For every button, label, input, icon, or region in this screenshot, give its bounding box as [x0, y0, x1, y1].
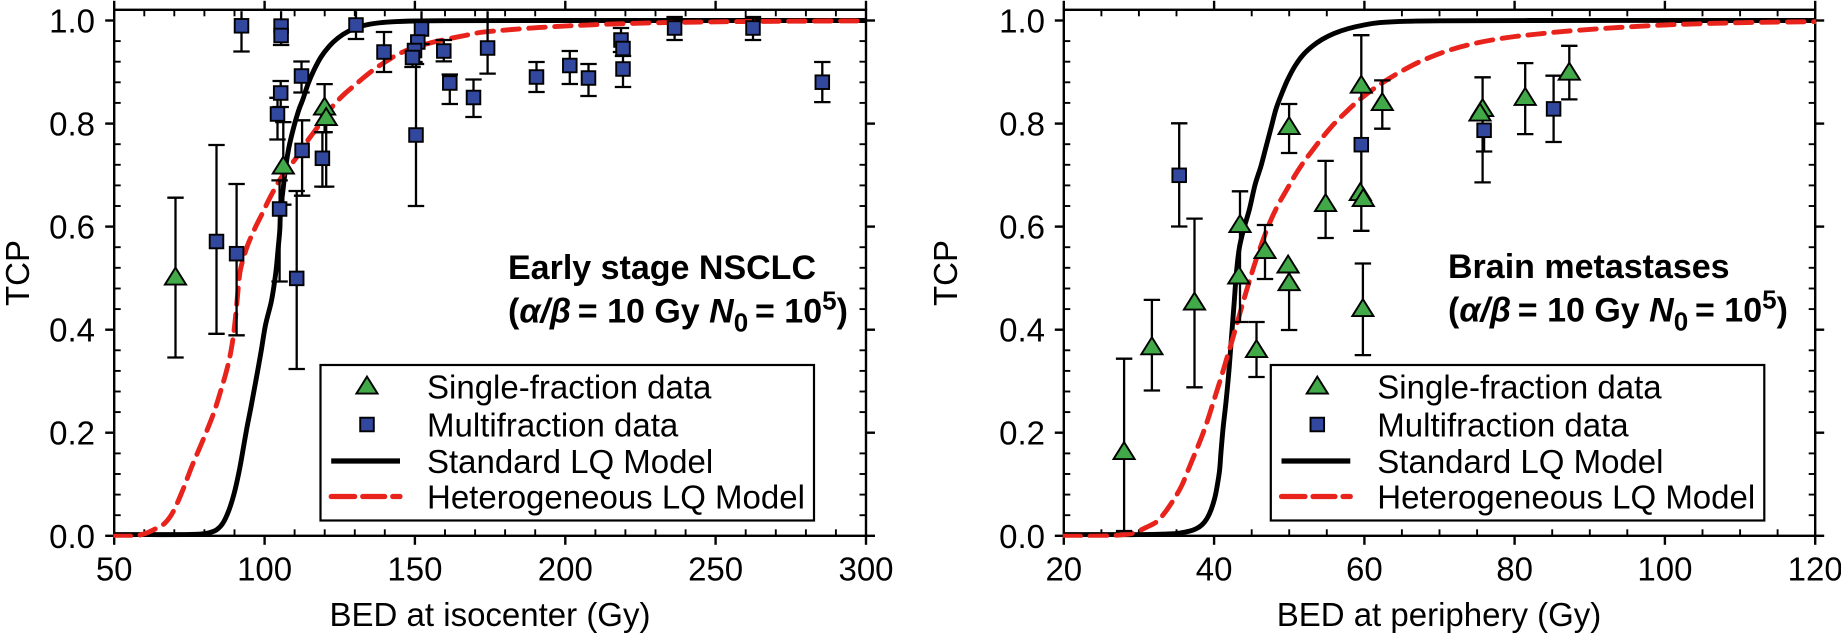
svg-text:(α/β = 10 Gy N0 = 105): (α/β = 10 Gy N0 = 105)	[1448, 285, 1788, 337]
svg-text:1.0: 1.0	[999, 3, 1045, 40]
svg-text:1.0: 1.0	[49, 3, 95, 40]
svg-text:TCP: TCP	[927, 240, 964, 306]
svg-text:Single-fraction data: Single-fraction data	[427, 369, 712, 406]
svg-text:60: 60	[1346, 551, 1383, 588]
svg-text:BED at isocenter (Gy): BED at isocenter (Gy)	[330, 596, 651, 633]
svg-text:0.6: 0.6	[49, 209, 95, 246]
svg-text:250: 250	[688, 551, 743, 588]
svg-text:0.8: 0.8	[49, 106, 95, 143]
svg-text:Heterogeneous LQ Model: Heterogeneous LQ Model	[1377, 479, 1755, 516]
svg-text:120: 120	[1788, 551, 1841, 588]
svg-text:0.4: 0.4	[49, 312, 95, 349]
svg-text:20: 20	[1045, 551, 1082, 588]
svg-text:Standard LQ Model: Standard LQ Model	[1377, 443, 1663, 480]
svg-text:Brain metastases: Brain metastases	[1448, 248, 1730, 286]
svg-text:40: 40	[1196, 551, 1233, 588]
svg-text:80: 80	[1496, 551, 1533, 588]
svg-text:100: 100	[237, 551, 292, 588]
svg-text:300: 300	[838, 551, 893, 588]
svg-text:TCP: TCP	[0, 240, 36, 306]
svg-text:Early stage NSCLC: Early stage NSCLC	[508, 249, 816, 287]
svg-text:Multifraction data: Multifraction data	[1377, 407, 1629, 444]
svg-text:200: 200	[538, 551, 593, 588]
svg-text:0.6: 0.6	[999, 209, 1045, 246]
svg-text:0.2: 0.2	[49, 415, 95, 452]
svg-text:(α/β = 10 Gy N0 = 105): (α/β = 10 Gy N0 = 105)	[508, 286, 848, 338]
svg-text:0.2: 0.2	[999, 415, 1045, 452]
svg-text:100: 100	[1637, 551, 1692, 588]
svg-text:BED at periphery (Gy): BED at periphery (Gy)	[1277, 596, 1602, 633]
svg-text:Multifraction data: Multifraction data	[427, 407, 679, 444]
svg-text:Single-fraction data: Single-fraction data	[1377, 369, 1662, 406]
svg-text:0.8: 0.8	[999, 106, 1045, 143]
svg-text:Standard LQ Model: Standard LQ Model	[427, 443, 713, 480]
svg-text:0.0: 0.0	[999, 518, 1045, 555]
svg-text:Heterogeneous LQ Model: Heterogeneous LQ Model	[427, 479, 805, 516]
svg-text:0.0: 0.0	[49, 518, 95, 555]
svg-text:50: 50	[96, 551, 133, 588]
svg-text:0.4: 0.4	[999, 312, 1045, 349]
svg-text:150: 150	[387, 551, 442, 588]
